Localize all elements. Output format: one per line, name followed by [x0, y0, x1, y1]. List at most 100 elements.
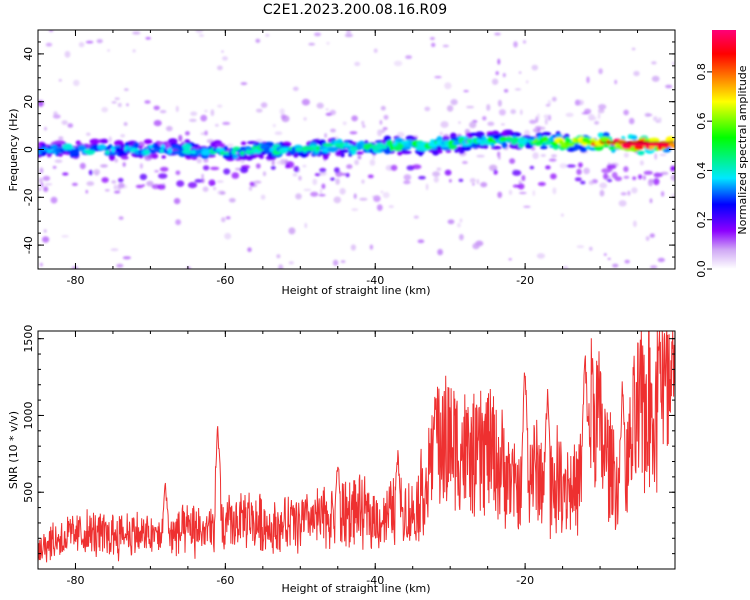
spectrogram-ridge-cell	[549, 136, 555, 142]
spectrogram-noise-cell	[326, 41, 330, 45]
spectrogram-ridge-cell	[240, 141, 247, 146]
spectrogram-noise-cell	[639, 160, 644, 166]
spectrogram-noise-cell	[623, 175, 630, 179]
spectrogram-noise-cell	[262, 171, 267, 177]
spectrogram-noise-cell	[271, 159, 275, 166]
spectrogram-noise-cell	[482, 116, 487, 121]
spectrogram-noise-cell	[93, 169, 101, 175]
snr-x-tick-label: -20	[516, 574, 534, 587]
spectrogram-ridge-cell	[231, 149, 237, 155]
spectrogram-ridge-cell	[172, 150, 184, 155]
spectrogram-noise-cell	[509, 158, 516, 164]
spectrogram-noise-cell	[118, 216, 124, 220]
spectrogram-noise-cell	[653, 116, 658, 122]
spectrogram-noise-cell	[388, 205, 394, 209]
spectrogram-noise-cell	[176, 180, 185, 187]
spectrogram-noise-cell	[86, 132, 91, 136]
spectrogram-noise-cell	[54, 159, 63, 163]
spectrogram-noise-cell	[361, 120, 365, 125]
spectrogram-noise-cell	[522, 40, 527, 44]
spectrogram-noise-cell	[638, 174, 643, 180]
spectrogram-noise-cell	[158, 173, 168, 179]
spectrogram-ridge-cell	[327, 146, 339, 153]
colorbar-tick-label: 0.8	[695, 63, 708, 81]
spectrogram-noise-cell	[645, 113, 653, 117]
spectrogram-noise-cell	[645, 236, 650, 241]
spectrogram-noise-cell	[631, 187, 638, 194]
spectrogram-noise-cell	[308, 42, 316, 46]
spectrogram-ridge-cell	[597, 132, 604, 138]
spectrogram-noise-cell	[203, 157, 209, 163]
spectrogram-ridge-cell	[97, 144, 107, 151]
spectrogram-noise-cell	[434, 76, 442, 79]
spectrogram-ridge-cell	[182, 149, 194, 155]
spectrogram-noise-cell	[302, 164, 307, 168]
spectrogram-noise-cell	[488, 164, 498, 171]
spectrogram-noise-cell	[113, 184, 118, 191]
spectrogram-noise-cell	[101, 177, 109, 183]
spectrogram-noise-cell	[518, 191, 527, 195]
spectrogram-noise-cell	[480, 182, 488, 188]
spectrogram-noise-cell	[43, 229, 47, 233]
spectrogram-noise-cell	[545, 165, 551, 170]
spectrogram-noise-cell	[321, 183, 326, 190]
spectrogram-noise-cell	[120, 134, 125, 138]
spectrogram-noise-cell	[45, 42, 53, 47]
spectrogram-noise-cell	[288, 227, 296, 235]
spectrogram-noise-cell	[523, 205, 531, 208]
spectrogram-noise-cell	[324, 133, 327, 138]
spectrogram-noise-cell	[44, 183, 53, 186]
spectrogram-noise-cell	[139, 173, 148, 181]
spectrogram-noise-cell	[601, 168, 611, 174]
spectrogram-noise-cell	[476, 178, 480, 185]
spectrogram-noise-cell	[117, 177, 124, 183]
spectrogram-noise-cell	[578, 162, 583, 168]
spectrogram-noise-cell	[202, 186, 209, 192]
spectrogram-noise	[38, 30, 675, 269]
spectrogram-noise-cell	[563, 265, 569, 269]
spectrogram-noise-cell	[403, 174, 412, 181]
spectrogram-noise-cell	[253, 180, 262, 184]
spectrogram-noise-cell	[330, 177, 336, 181]
spectrogram-noise-cell	[537, 128, 541, 132]
snr-frame	[37, 330, 676, 570]
spectrogram-noise-cell	[650, 265, 658, 269]
spectrogram-noise-cell	[642, 175, 647, 181]
spectrogram-ridge-cell	[105, 149, 110, 155]
spectrogram-noise-cell	[469, 178, 476, 183]
spectrogram-noise-cell	[67, 123, 74, 128]
spectrogram-noise-cell	[458, 121, 461, 124]
spectrogram-noise-cell	[459, 234, 464, 241]
spectrogram-noise-cell	[215, 123, 219, 127]
spectrogram-noise-cell	[672, 61, 675, 66]
spectrogram-noise-cell	[632, 176, 637, 181]
spectrogram-noise-cell	[190, 111, 198, 116]
spectrogram-noise-cell	[240, 82, 248, 86]
spectrogram-noise-cell	[199, 34, 204, 37]
spectrogram-noise-cell	[437, 248, 443, 256]
spectrogram-noise-cell	[42, 175, 51, 181]
spectrogram-noise-cell	[100, 164, 108, 168]
spectrogram-noise-cell	[532, 190, 536, 197]
spectrogram-ridge-cell	[383, 147, 392, 155]
spectrogram-noise-cell	[560, 213, 564, 217]
spectrogram-noise-cell	[446, 105, 454, 112]
spectrogram-ridge-cell	[215, 143, 226, 147]
spectrogram-noise-cell	[417, 239, 425, 244]
spectrogram-noise-cell	[512, 184, 520, 188]
spectrogram-noise-cell	[247, 247, 252, 252]
spectrogram-noise-cell	[344, 33, 353, 38]
spectrogram-ridge-cell	[490, 145, 502, 150]
spectrogram-noise-cell	[86, 181, 95, 186]
spectrogram-noise-cell	[178, 134, 183, 142]
spectrogram-noise-cell	[189, 118, 197, 122]
spectrogram-noise-cell	[132, 49, 136, 53]
spectrogram-noise-cell	[175, 105, 179, 113]
spectrogram-ridge-cell	[150, 149, 155, 154]
spectrogram-noise-cell	[219, 191, 226, 195]
spectrogram-noise-cell	[495, 71, 499, 76]
snr-y-tick-label: 1500	[22, 325, 35, 353]
spectrogram-noise-cell	[440, 121, 449, 128]
spectrogram-noise-cell	[255, 163, 261, 169]
spectrogram-noise-cell	[513, 41, 518, 48]
